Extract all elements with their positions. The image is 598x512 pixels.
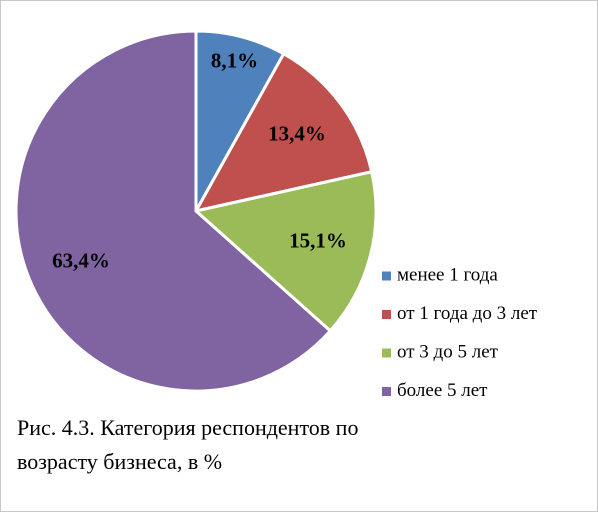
data-label: 8,1% <box>211 49 258 73</box>
pie-slice <box>192 169 378 334</box>
legend-label: от 3 до 5 лет <box>397 341 499 362</box>
chart-title: Рис. 4.3. Категория респондентов по возр… <box>17 415 359 474</box>
data-label: 13,4% <box>268 121 326 145</box>
pie-slice <box>14 29 333 393</box>
data-label: 15,1% <box>289 229 347 253</box>
pie-slice <box>193 51 374 214</box>
legend-swatch <box>382 387 391 396</box>
data-label: 63,4% <box>52 248 110 272</box>
legend-label: более 5 лет <box>397 380 488 401</box>
legend-swatch <box>382 348 391 358</box>
legend-label: менее 1 года <box>397 264 498 285</box>
legend-swatch <box>382 271 391 281</box>
legend-label: от 1 года до 3 лет <box>397 303 538 324</box>
legend-swatch <box>382 310 391 319</box>
pie-slice <box>194 29 286 217</box>
